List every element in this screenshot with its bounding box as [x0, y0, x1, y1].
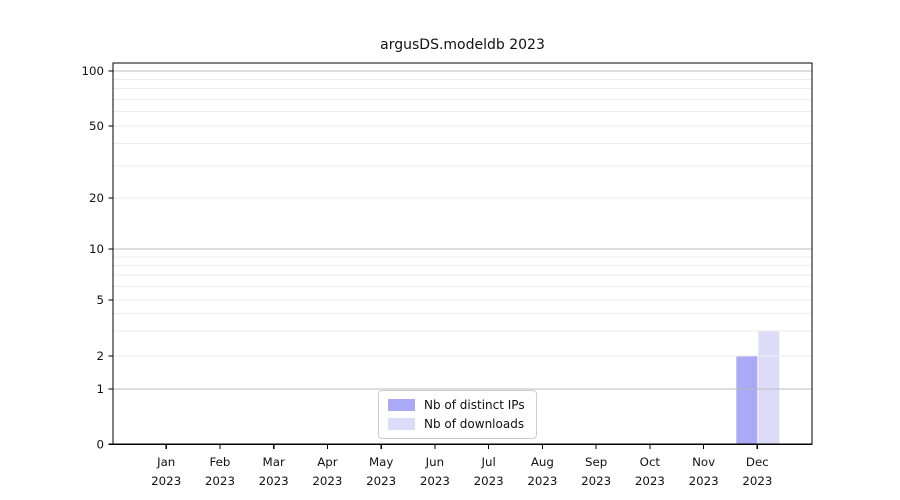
legend-swatch-distinct-ips: [388, 399, 415, 411]
x-tick-label-year-jul: 2023: [474, 474, 504, 488]
bar-distinct-ips-dec: [736, 356, 758, 445]
y-tick-label-50: 50: [89, 119, 104, 133]
x-tick-label-month-nov: Nov: [692, 455, 715, 469]
x-tick-label-month-apr: Apr: [317, 455, 338, 469]
x-tick-label-year-sep: 2023: [581, 474, 611, 488]
chart-title: argusDS.modeldb 2023: [380, 37, 545, 53]
x-tick-label-month-oct: Oct: [640, 455, 661, 469]
x-tick-label-year-may: 2023: [366, 474, 396, 488]
x-tick-label-year-dec: 2023: [742, 474, 772, 488]
y-tick-label-1: 1: [96, 382, 104, 396]
x-tick-label-year-jan: 2023: [151, 474, 181, 488]
axes-spines: [112, 62, 813, 445]
x-tick-label-month-sep: Sep: [585, 455, 607, 469]
y-tick-label-2: 2: [96, 349, 104, 363]
x-tick-label-month-may: May: [369, 455, 393, 469]
legend-label-downloads: Nb of downloads: [424, 417, 525, 431]
x-tick-label-year-aug: 2023: [527, 474, 557, 488]
y-tick-label-0: 0: [96, 437, 104, 451]
x-tick-label-year-mar: 2023: [259, 474, 289, 488]
x-tick-label-year-nov: 2023: [689, 474, 719, 488]
x-tick-label-month-dec: Dec: [746, 455, 769, 469]
x-tick-label-month-feb: Feb: [209, 455, 230, 469]
legend: Nb of distinct IPs Nb of downloads: [378, 390, 537, 439]
y-tick-label-20: 20: [89, 191, 104, 205]
legend-entry-distinct-ips: Nb of distinct IPs: [388, 398, 525, 412]
y-tick-label-10: 10: [89, 242, 104, 256]
x-tick-label-month-mar: Mar: [263, 455, 285, 469]
x-tick-label-year-jun: 2023: [420, 474, 450, 488]
x-tick-label-month-aug: Aug: [531, 455, 554, 469]
y-tick-label-5: 5: [96, 293, 104, 307]
legend-label-distinct-ips: Nb of distinct IPs: [424, 398, 525, 412]
x-tick-label-month-jan: Jan: [156, 455, 175, 469]
legend-swatch-downloads: [388, 418, 415, 430]
legend-entry-downloads: Nb of downloads: [388, 417, 525, 431]
x-tick-label-year-feb: 2023: [205, 474, 235, 488]
x-tick-label-year-apr: 2023: [312, 474, 342, 488]
x-tick-label-month-jun: Jun: [425, 455, 444, 469]
x-tick-label-year-oct: 2023: [635, 474, 665, 488]
y-tick-label-100: 100: [81, 64, 104, 78]
bar-downloads-dec: [758, 331, 780, 445]
x-tick-label-month-jul: Jul: [481, 455, 496, 469]
